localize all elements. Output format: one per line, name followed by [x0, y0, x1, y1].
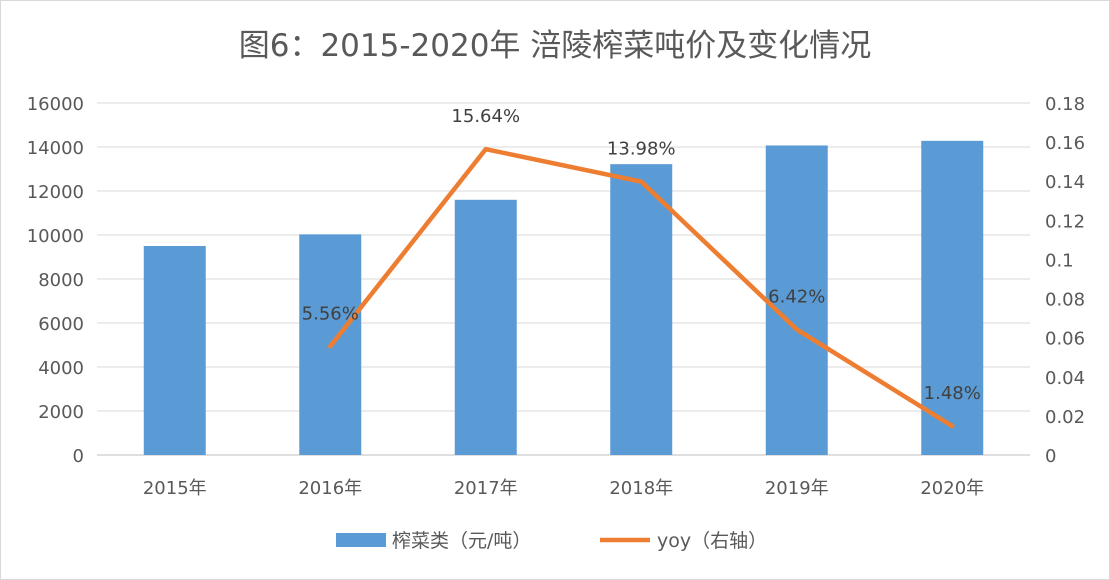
yoy-data-label: 5.56% [302, 303, 359, 324]
right-axis-tick: 0.02 [1045, 407, 1085, 428]
yoy-point [794, 327, 799, 332]
bar-2018年 [610, 164, 673, 455]
left-axis-tick: 2000 [38, 402, 84, 423]
left-axis-tick: 14000 [27, 138, 84, 159]
bar-2015年 [143, 246, 206, 455]
left-axis-tick: 16000 [27, 94, 84, 115]
right-axis-tick: 0.06 [1045, 329, 1085, 350]
left-axis-tick: 12000 [27, 182, 84, 203]
yoy-point [639, 179, 644, 184]
right-axis-tick: 0.04 [1045, 368, 1085, 389]
right-axis-tick: 0.16 [1045, 133, 1085, 154]
left-axis-tick: 0 [73, 446, 84, 467]
right-axis-tick: 0.18 [1045, 94, 1085, 115]
bar-2017年 [454, 199, 517, 455]
legend-swatch-bar [336, 533, 386, 547]
x-axis-tick: 2016年 [298, 478, 362, 499]
yoy-data-label: 15.64% [451, 106, 520, 127]
left-axis-tick: 10000 [27, 226, 84, 247]
x-axis-tick: 2018年 [609, 478, 673, 499]
bar-2020年 [921, 140, 984, 455]
yoy-point [328, 344, 333, 349]
left-axis-tick: 4000 [38, 358, 84, 379]
yoy-data-label: 1.48% [924, 383, 981, 404]
right-axis-tick: 0.12 [1045, 211, 1085, 232]
yoy-point [950, 424, 955, 429]
yoy-data-label: 13.98% [607, 139, 676, 160]
x-axis-tick: 2020年 [920, 478, 984, 499]
right-axis-tick: 0.08 [1045, 290, 1085, 311]
bar-2019年 [765, 145, 828, 455]
yoy-point [483, 147, 488, 152]
right-axis-tick: 0.1 [1045, 250, 1074, 271]
right-axis-tick: 0 [1045, 446, 1056, 467]
left-axis-tick: 8000 [38, 270, 84, 291]
left-axis-tick: 6000 [38, 314, 84, 335]
legend-label-bar: 榨菜类（元/吨） [392, 530, 531, 552]
legend-label-line: yoy（右轴） [657, 530, 767, 552]
right-axis-tick: 0.14 [1045, 172, 1085, 193]
chart-title: 图6：2015-2020年 涪陵榨菜吨价及变化情况 [239, 28, 872, 64]
x-axis-tick: 2017年 [454, 478, 518, 499]
x-axis-tick: 2019年 [765, 478, 829, 499]
yoy-data-label: 6.42% [768, 286, 825, 307]
x-axis-tick: 2015年 [143, 478, 207, 499]
